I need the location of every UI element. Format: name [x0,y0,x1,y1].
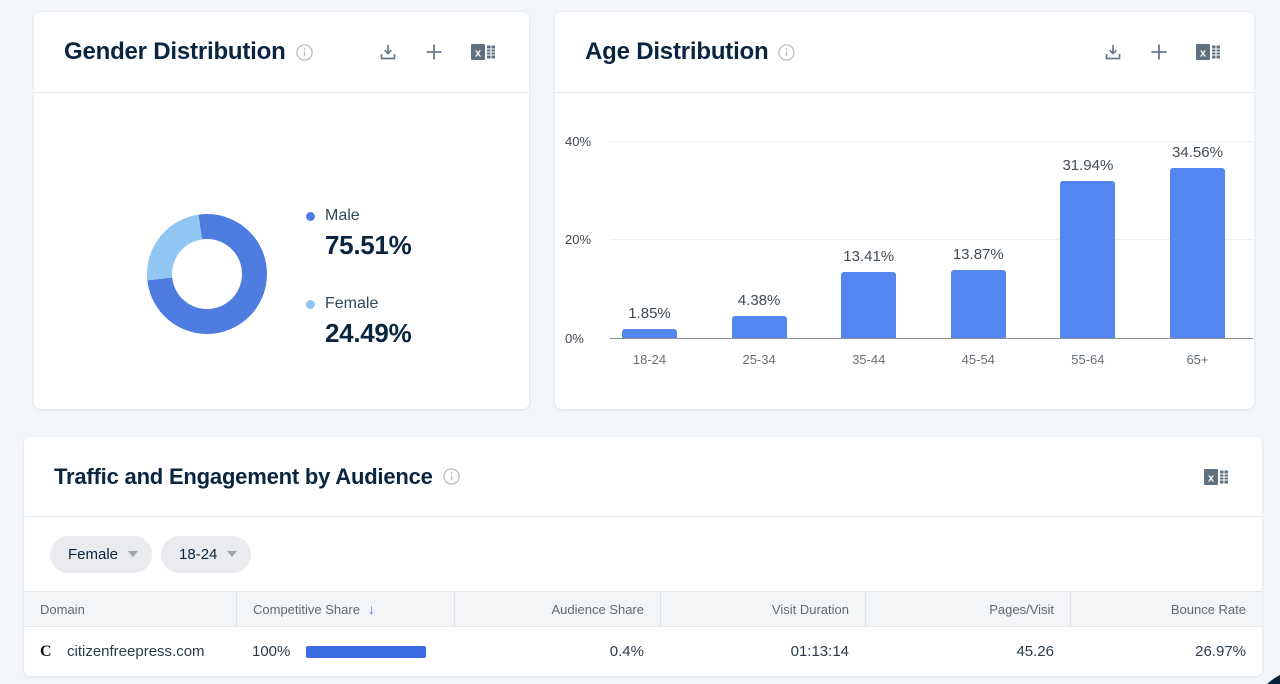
column-header-competitive-share[interactable]: Competitive Share ↓ [236,592,454,626]
download-icon[interactable] [1103,42,1123,62]
svg-text:x: x [475,48,482,60]
traffic-card-title: Traffic and Engagement by Audience [54,463,433,489]
column-header-pages-visit[interactable]: Pages/Visit [865,592,1070,626]
age-card-title: Age Distribution [585,38,769,65]
column-header-bounce-rate[interactable]: Bounce Rate [1070,592,1262,626]
traffic-card-header: Traffic and Engagement by Audience x [24,437,1262,517]
bar-column-25-34[interactable]: 4.38% [731,292,787,338]
gender-card-title: Gender Distribution [64,38,286,65]
bar-column-55-64[interactable]: 31.94% [1060,157,1116,338]
bar-65plus[interactable] [1169,168,1225,338]
xlabel-65plus: 65+ [1186,352,1209,367]
age-card-toolbar: x [1103,41,1222,63]
bar-value-label: 13.41% [843,248,895,265]
column-header-domain[interactable]: Domain [40,601,85,617]
bar-45-54[interactable] [950,270,1006,338]
excel-icon[interactable]: x [1195,41,1222,63]
chevron-down-icon [227,551,238,557]
gender-distribution-card: Gender Distribution x Male 75.51% [34,12,529,409]
domain-cell[interactable]: C citizenfreepress.com [24,643,236,661]
site-favicon: C [40,642,52,660]
age-card-header: Age Distribution x [555,12,1254,93]
sort-desc-icon[interactable]: ↓ [367,601,375,617]
age-filter-value: 18-24 [179,545,218,563]
gridline-20 [610,239,1253,240]
bar-18-24[interactable] [622,329,677,338]
x-axis-line [610,338,1253,339]
plus-icon[interactable] [425,43,443,61]
table-row[interactable]: C citizenfreepress.com 100% 0.4% 01:13:1… [24,627,1262,676]
competitive-share-bar [306,645,426,658]
age-chart-body: 40% 20% 0% 1.85% 4.38% 13.41% 13.87% [555,93,1254,408]
gender-chart-body: Male 75.51% Female 24.49% [34,93,529,408]
gender-filter-value: Female [68,545,119,563]
audience-share-cell: 0.4% [609,643,644,660]
traffic-card-toolbar: x [1203,466,1230,488]
info-icon[interactable] [295,43,313,61]
bounce-rate-cell: 26.97% [1195,643,1246,660]
female-value: 24.49% [325,318,412,348]
male-dot-icon [306,211,315,221]
bar-column-45-54[interactable]: 13.87% [950,246,1006,338]
domain-link[interactable]: citizenfreepress.com [67,643,205,660]
gender-card-toolbar: x [378,41,497,63]
xlabel-35-44: 35-44 [852,352,886,367]
xlabel-45-54: 45-54 [961,352,995,367]
visit-duration-cell: 01:13:14 [790,643,849,660]
svg-text:x: x [1200,48,1207,60]
table-header-row: Domain Competitive Share ↓ Audience Shar… [24,591,1262,627]
bar-value-label: 1.85% [628,305,671,322]
xlabel-25-34: 25-34 [742,352,776,367]
ytick-20: 20% [565,232,592,247]
ytick-0: 0% [565,331,584,346]
svg-text:x: x [1208,472,1215,484]
bar-column-18-24[interactable]: 1.85% [622,305,677,338]
legend-item-female: Female 24.49% [306,295,412,349]
excel-icon[interactable]: x [1203,466,1230,488]
xlabel-55-64: 55-64 [1071,352,1105,367]
traffic-engagement-card: Traffic and Engagement by Audience x Fem… [24,437,1262,676]
female-dot-icon [306,299,315,309]
excel-icon[interactable]: x [470,41,497,63]
plus-icon[interactable] [1150,43,1168,61]
age-bars: 1.85% 4.38% 13.41% 13.87% 31.94% 34.56% [610,112,1253,338]
age-filter-dropdown[interactable]: 18-24 [161,535,252,573]
bar-value-label: 13.87% [952,246,1004,263]
bar-value-label: 31.94% [1062,157,1114,174]
column-header-audience-share[interactable]: Audience Share [454,592,660,626]
column-header-visit-duration[interactable]: Visit Duration [660,592,865,626]
gender-donut-chart[interactable] [147,214,267,334]
chevron-down-icon [128,551,139,557]
bar-35-44[interactable] [841,272,897,338]
audience-filter-bar: Female 18-24 [24,517,1262,591]
bar-value-label: 34.56% [1172,144,1223,161]
bar-column-35-44[interactable]: 13.41% [841,248,897,338]
gender-filter-dropdown[interactable]: Female [50,535,153,573]
info-icon[interactable] [442,468,460,485]
bar-25-34[interactable] [731,316,787,338]
gender-legend: Male 75.51% Female 24.49% [306,207,412,383]
female-label: Female [325,295,379,312]
male-value: 75.51% [325,230,412,260]
male-label: Male [325,207,360,224]
ytick-40: 40% [565,134,592,149]
competitive-share-cell: 100% [236,643,454,660]
bar-value-label: 4.38% [737,292,781,309]
bar-55-64[interactable] [1060,181,1116,338]
legend-item-male: Male 75.51% [306,207,412,261]
age-x-labels: 18-24 25-34 35-44 45-54 55-64 65+ [610,352,1253,367]
age-distribution-card: Age Distribution x 40% 20% 0% 1.85% [555,12,1254,409]
competitive-share-value: 100% [252,643,291,660]
info-icon[interactable] [778,43,796,61]
gridline-40 [610,141,1253,142]
xlabel-18-24: 18-24 [632,352,667,367]
bar-column-65plus[interactable]: 34.56% [1169,144,1225,338]
pages-per-visit-cell: 45.26 [1016,643,1054,660]
download-icon[interactable] [378,42,398,62]
gender-card-header: Gender Distribution x [34,12,529,93]
